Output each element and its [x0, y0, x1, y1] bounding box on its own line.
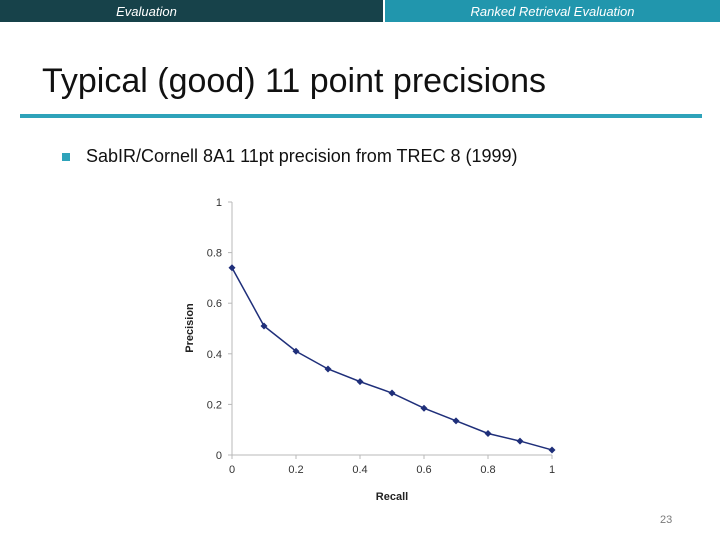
y-tick-label: 1	[216, 197, 222, 209]
y-tick-group: 0 0.2 0.4 0.6 0.8 1	[207, 197, 232, 462]
header-section-ranked-retrieval: Ranked Retrieval Evaluation	[385, 0, 720, 22]
data-point	[292, 347, 300, 355]
data-point	[484, 429, 492, 437]
slide-title: Typical (good) 11 point precisions	[42, 62, 546, 100]
bullet-text: SabIR/Cornell 8A1 11pt precision from TR…	[86, 146, 518, 166]
title-underline	[20, 114, 702, 118]
series-line	[231, 267, 553, 451]
data-point	[324, 365, 332, 373]
y-tick-label: 0.2	[207, 399, 222, 411]
data-point	[452, 417, 460, 425]
x-tick-label: 0.4	[352, 464, 367, 476]
data-point	[228, 264, 236, 272]
y-axis-label: Precision	[184, 303, 196, 353]
x-axis-label: Recall	[376, 491, 408, 503]
page-number: 23	[660, 514, 673, 526]
x-tick-label: 0.6	[416, 464, 431, 476]
data-point	[260, 322, 268, 330]
bullet-item: SabIR/Cornell 8A1 11pt precision from TR…	[62, 146, 518, 167]
data-point	[420, 404, 428, 412]
x-tick-label: 0	[229, 464, 235, 476]
y-tick-label: 0.8	[207, 248, 222, 260]
header-left-label: Evaluation	[116, 3, 177, 19]
y-tick-label: 0	[216, 450, 222, 462]
y-tick-label: 0.4	[207, 349, 222, 361]
data-point	[388, 389, 396, 397]
x-tick-label: 0.2	[288, 464, 303, 476]
bullet-square-icon	[62, 152, 70, 161]
series-markers	[228, 264, 556, 454]
data-point	[516, 437, 524, 445]
data-point	[548, 446, 556, 454]
precision-recall-chart: 0 0.2 0.4 0.6 0.8 1 0 0.2 0.4 0.6 0.8 1 Recall Pre…	[184, 197, 556, 503]
x-tick-label: 0.8	[480, 464, 495, 476]
header-right-label: Ranked Retrieval Evaluation	[470, 3, 635, 19]
header-bar: Evaluation Ranked Retrieval Evaluation	[0, 0, 720, 22]
y-tick-label: 0.6	[207, 298, 222, 310]
header-section-evaluation: Evaluation	[0, 0, 383, 22]
x-tick-label: 1	[549, 464, 555, 476]
data-point	[356, 378, 364, 386]
x-tick-group: 0 0.2 0.4 0.6 0.8 1	[229, 455, 555, 476]
